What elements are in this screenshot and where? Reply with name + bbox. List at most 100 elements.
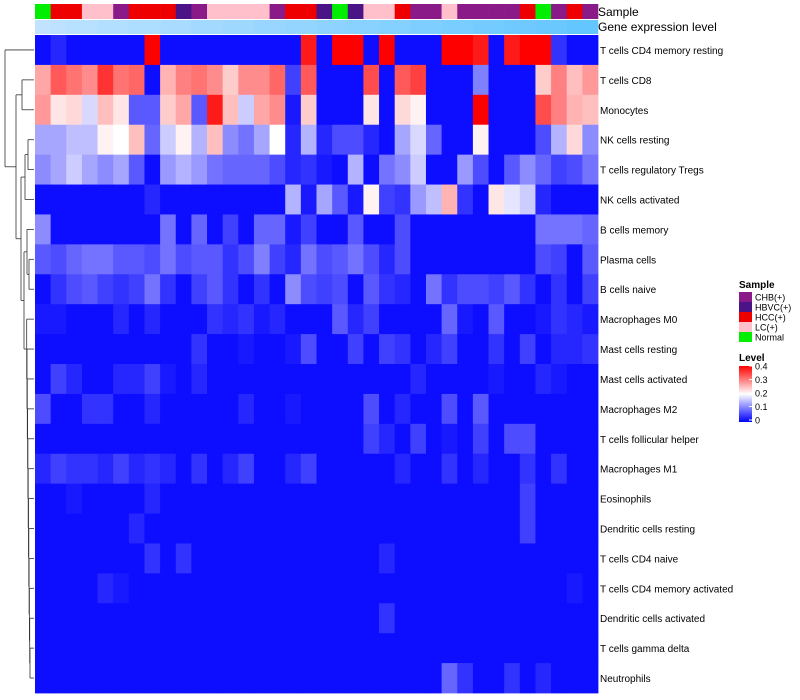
heatmap-cell <box>66 364 83 395</box>
heatmap-cell <box>566 483 583 514</box>
heatmap-cell <box>285 64 302 96</box>
heatmap-cell <box>97 274 114 305</box>
heatmap-cell <box>410 244 427 275</box>
heatmap-cell <box>269 513 286 544</box>
heatmap-cell <box>66 35 83 66</box>
heatmap-cell <box>472 364 489 395</box>
heatmap-cell <box>113 304 130 335</box>
expression-level-cell <box>222 20 239 34</box>
heatmap-cell <box>519 94 536 126</box>
heatmap-cell <box>269 543 286 574</box>
heatmap-cell <box>316 154 333 185</box>
heatmap-cell <box>269 334 286 365</box>
heatmap-cell <box>128 543 145 574</box>
heatmap-cell <box>238 64 255 96</box>
heatmap-cell <box>582 393 599 425</box>
heatmap-cell <box>363 184 380 215</box>
expression-level-cell <box>35 20 51 34</box>
heatmap-cell <box>519 304 536 335</box>
heatmap-cell <box>582 154 599 185</box>
expression-level-cell <box>253 20 270 34</box>
heatmap-cell <box>269 304 286 335</box>
heatmap-cell <box>379 573 396 604</box>
heatmap-cell <box>472 453 489 485</box>
heatmap-cell <box>582 663 599 694</box>
heatmap-cell <box>113 64 130 96</box>
expression-level-cell <box>394 20 411 34</box>
heatmap-cell <box>551 274 568 305</box>
heatmap-cell <box>441 543 458 574</box>
heatmap-cell <box>207 184 224 215</box>
heatmap-cell <box>128 35 145 66</box>
heatmap-cell <box>410 663 427 694</box>
heatmap-cell <box>488 94 505 126</box>
heatmap-cell <box>191 274 208 305</box>
heatmap-cell <box>410 364 427 395</box>
heatmap-cell <box>316 94 333 126</box>
heatmap-cell <box>410 483 427 514</box>
heatmap-cell <box>50 184 67 215</box>
heatmap-cell <box>160 633 177 664</box>
heatmap-cell <box>97 244 114 275</box>
heatmap-cell <box>535 94 552 126</box>
heatmap-cell <box>35 513 52 544</box>
heatmap-cell <box>316 304 333 335</box>
heatmap-cell <box>113 393 130 425</box>
heatmap-cell <box>207 663 224 694</box>
expression-level-cell <box>207 20 223 34</box>
heatmap-cell <box>441 64 458 96</box>
heatmap-cell <box>347 633 364 664</box>
heatmap-cell <box>379 274 396 305</box>
heatmap-cell <box>488 633 505 664</box>
heatmap-cell <box>441 304 458 335</box>
heatmap-cell <box>222 393 239 425</box>
heatmap-cell <box>50 633 67 664</box>
heatmap-cell <box>253 304 270 335</box>
heatmap-cell <box>300 244 317 275</box>
heatmap-cell <box>50 483 67 514</box>
heatmap-cell <box>66 304 83 335</box>
heatmap-cell <box>425 304 443 335</box>
heatmap-cell <box>300 573 317 604</box>
heatmap-cell <box>379 393 396 425</box>
sample-annotation-cell <box>66 4 83 19</box>
heatmap-cell <box>128 124 145 156</box>
level-legend: Level 0 0.1 0.2 0.3 0.4 <box>739 353 768 426</box>
sample-annotation-cell <box>222 4 239 19</box>
heatmap-cell <box>582 453 599 485</box>
heatmap-cell <box>504 603 521 634</box>
heatmap-cell <box>50 244 67 275</box>
heatmap-cell <box>551 244 568 275</box>
heatmap-cell <box>238 35 255 66</box>
expression-level-cell <box>457 20 474 34</box>
heatmap-cell <box>566 214 583 245</box>
expression-level-cell <box>519 20 536 34</box>
row-label: Mast cells activated <box>600 375 687 386</box>
heatmap-cell <box>66 124 83 156</box>
row-label: Monocytes <box>600 106 648 117</box>
heatmap-cell <box>160 543 177 574</box>
heatmap-cell <box>191 304 208 335</box>
heatmap-cell <box>113 334 130 365</box>
heatmap-cell <box>379 154 396 185</box>
row-label: Neutrophils <box>600 674 651 685</box>
heatmap-cell <box>144 483 161 514</box>
heatmap-cell <box>253 364 270 395</box>
heatmap-cell <box>300 453 317 485</box>
heatmap-cell <box>207 423 224 455</box>
heatmap-cell <box>81 184 98 215</box>
heatmap-cell <box>35 304 52 335</box>
heatmap-cell <box>66 244 83 275</box>
heatmap-cell <box>97 35 114 66</box>
row-label: Macrophages M0 <box>600 315 678 326</box>
heatmap-cell <box>566 124 583 156</box>
heatmap-cell <box>332 603 349 634</box>
heatmap-cell <box>35 184 52 215</box>
heatmap-cell <box>504 573 521 604</box>
row-labels: T cells CD4 memory resting T cells CD8 Mon… <box>600 46 733 685</box>
heatmap-cell <box>347 663 364 694</box>
heatmap-cell <box>457 663 474 694</box>
heatmap-cell <box>238 94 255 126</box>
expression-level-cell <box>160 20 177 34</box>
heatmap-cell <box>441 94 458 126</box>
